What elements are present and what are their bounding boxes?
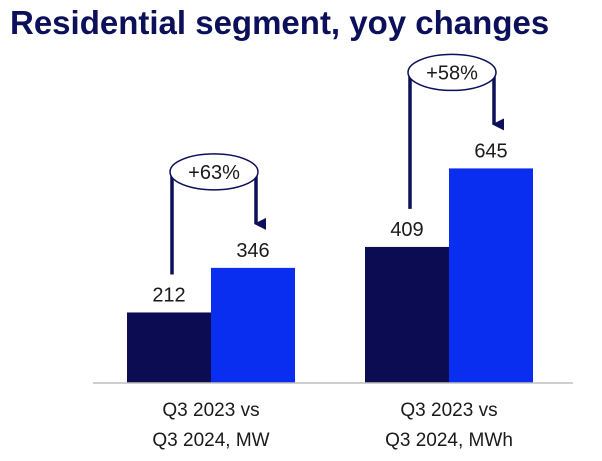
data-label: 645 xyxy=(474,140,507,162)
category-label: Q3 2024, MW xyxy=(152,430,269,451)
bar-1-q3-2024 xyxy=(211,267,295,383)
category-label: Q3 2023 vs xyxy=(162,400,259,421)
change-bubble xyxy=(407,53,497,92)
change-bubble xyxy=(169,153,259,191)
bar-2-q3-2023 xyxy=(365,246,449,383)
change-label: +63% xyxy=(188,162,240,184)
bar-2-q3-2024 xyxy=(449,168,533,383)
bar-1-q3-2023 xyxy=(127,312,211,383)
category-label: Q3 2024, MWh xyxy=(385,430,513,451)
category-label: Q3 2023 vs xyxy=(400,400,497,421)
data-label: 346 xyxy=(236,240,269,262)
change-label: +58% xyxy=(426,62,478,84)
data-label: 409 xyxy=(390,219,423,241)
data-label: 212 xyxy=(152,284,185,306)
chart-title: Residential segment, yoy changes xyxy=(10,4,550,41)
